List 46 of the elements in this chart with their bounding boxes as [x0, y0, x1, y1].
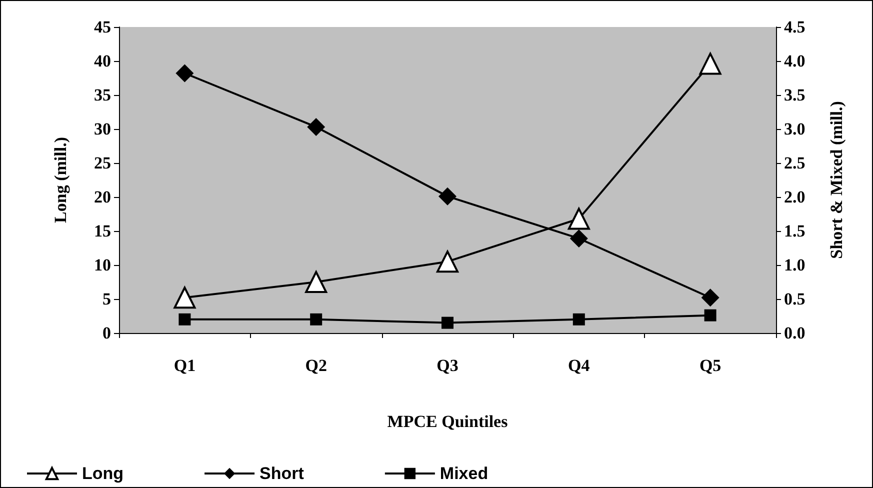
point: [570, 229, 588, 248]
point: [305, 271, 328, 293]
point: [568, 208, 590, 230]
y-tick-label: 5: [102, 290, 111, 308]
y2-tick-label: 4.5: [784, 18, 806, 36]
x-axis-title: MPCE Quintiles: [387, 412, 508, 431]
y-tick-label: 0: [102, 324, 111, 342]
legend-label: Mixed: [440, 464, 488, 483]
y-tick-label: 10: [94, 256, 111, 274]
x-tick-label: Q4: [568, 356, 590, 375]
point: [436, 250, 458, 273]
point: [174, 286, 196, 309]
y-tick-label: 25: [94, 154, 111, 172]
y-tick-label: 20: [94, 188, 111, 206]
y-tick-label: 35: [94, 86, 111, 104]
y2-tick-label: 3.0: [784, 120, 806, 138]
point: [438, 187, 456, 206]
legend-label: Long: [82, 464, 124, 483]
y-tick-label: 45: [94, 18, 111, 36]
x-tick-label: Q2: [305, 356, 327, 375]
y2-tick-label: 1.5: [784, 222, 806, 240]
point: [442, 316, 454, 329]
point: [704, 309, 716, 322]
y2-tick-label: 2.5: [784, 154, 806, 172]
y2-tick-label: 1.0: [784, 256, 806, 274]
y2-tick-label: 2.0: [784, 188, 806, 206]
x-tick-label: Q3: [436, 356, 458, 375]
y2-tick-label: 0.5: [784, 290, 806, 308]
y2-tick-label: 0.0: [784, 324, 806, 342]
y2-axis-title: Short & Mixed (mill.): [827, 101, 846, 259]
x-tick-label: Q1: [174, 356, 196, 375]
legend-label: Short: [260, 464, 304, 483]
point: [310, 313, 322, 326]
y2-tick-label: 3.5: [784, 86, 806, 104]
point: [701, 288, 720, 307]
point: [572, 313, 585, 326]
y-tick-label: 40: [94, 52, 111, 70]
y-tick-label: 15: [94, 222, 111, 240]
x-tick-label: Q5: [699, 356, 722, 375]
point: [176, 64, 194, 82]
point: [307, 118, 326, 136]
y-axis-title: Long (mill.): [51, 137, 70, 223]
y2-tick-label: 4.0: [784, 52, 806, 70]
point: [699, 52, 722, 75]
point: [178, 313, 191, 326]
y-tick-label: 30: [94, 120, 111, 138]
